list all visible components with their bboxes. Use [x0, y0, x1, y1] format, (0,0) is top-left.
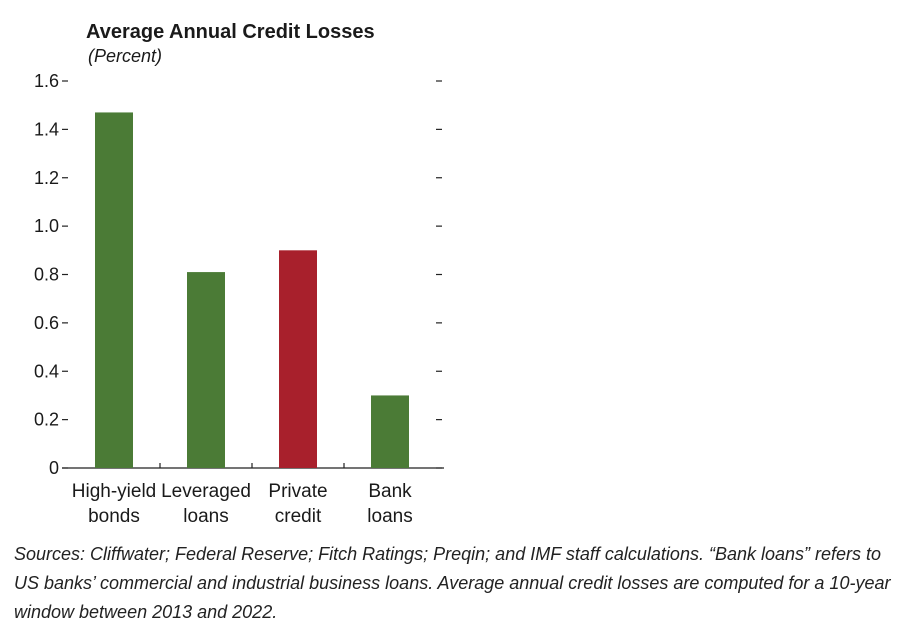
- category-label-2-1: credit: [275, 506, 322, 527]
- y-tick-label-2: 0.4: [34, 361, 59, 381]
- y-tick-label-8: 1.6: [34, 71, 59, 91]
- plot-area: 0 0.2 0.4 0.6 0.8 1.0 1.2 1.4 1.6 High-yield bonds…: [34, 71, 444, 527]
- bar-1: [187, 272, 225, 468]
- bar-0: [95, 112, 133, 468]
- y-tick-label-0: 0: [49, 458, 59, 478]
- category-label-0-1: bonds: [88, 506, 140, 527]
- category-label-1-1: loans: [183, 506, 228, 527]
- y-tick-label-3: 0.6: [34, 313, 59, 333]
- category-label-2-0: Private: [268, 481, 327, 502]
- y-tick-label-1: 0.2: [34, 410, 59, 430]
- y-tick-label-7: 1.4: [34, 119, 59, 139]
- category-label-0-0: High-yield: [72, 481, 156, 502]
- chart-container: Average Annual Credit Losses (Percent) 0…: [34, 21, 444, 527]
- chart-title: Average Annual Credit Losses: [86, 21, 375, 43]
- y-tick-label-4: 0.8: [34, 265, 59, 285]
- bar-3: [371, 395, 409, 468]
- y-tick-label-6: 1.2: [34, 168, 59, 188]
- bar-2: [279, 250, 317, 468]
- bar-chart: Average Annual Credit Losses (Percent) 0…: [34, 21, 444, 527]
- category-label-3-1: loans: [367, 506, 412, 527]
- y-tick-label-5: 1.0: [34, 216, 59, 236]
- category-label-1-0: Leveraged: [161, 481, 251, 502]
- category-label-3-0: Bank: [368, 481, 412, 502]
- chart-subtitle: (Percent): [88, 46, 162, 66]
- source-note: Sources: Cliffwater; Federal Reserve; Fi…: [14, 544, 891, 622]
